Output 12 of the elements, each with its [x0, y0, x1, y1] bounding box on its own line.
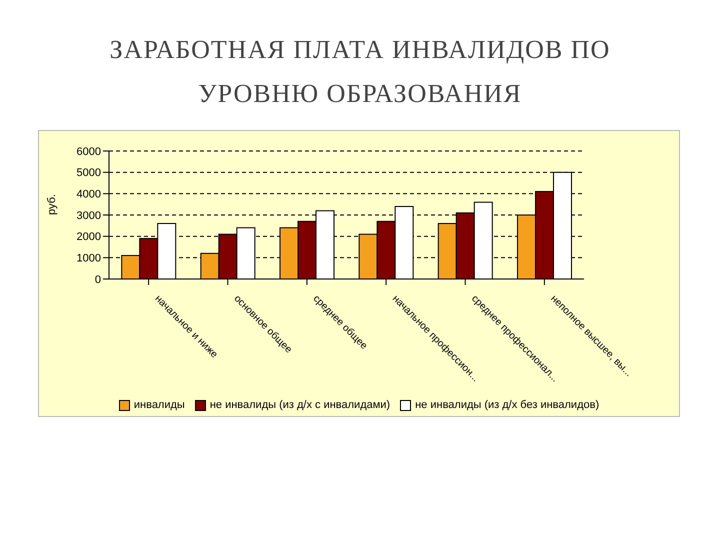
- y-tick-label: 5000: [76, 167, 101, 180]
- legend-label: не инвалиды (из д/х с инвалидами): [210, 399, 390, 411]
- legend-label: инвалиды: [134, 399, 185, 411]
- legend-label: не инвалиды (из д/х без инвалидов): [415, 399, 600, 411]
- y-tick-label: 6000: [76, 146, 101, 158]
- y-tick-label: 3000: [76, 210, 101, 222]
- y-tick-label: 0: [94, 274, 101, 286]
- y-tick-label: 1000: [76, 252, 101, 265]
- y-axis-title: руб.: [46, 194, 58, 215]
- chart-title: ЗАРАБОТНАЯ ПЛАТА ИНВАЛИДОВ ПО УРОВНЮ ОБРАЗОВАНИЯ: [108, 34, 612, 110]
- y-tick-label: 4000: [76, 188, 101, 201]
- y-tick-label: 2000: [76, 231, 101, 244]
